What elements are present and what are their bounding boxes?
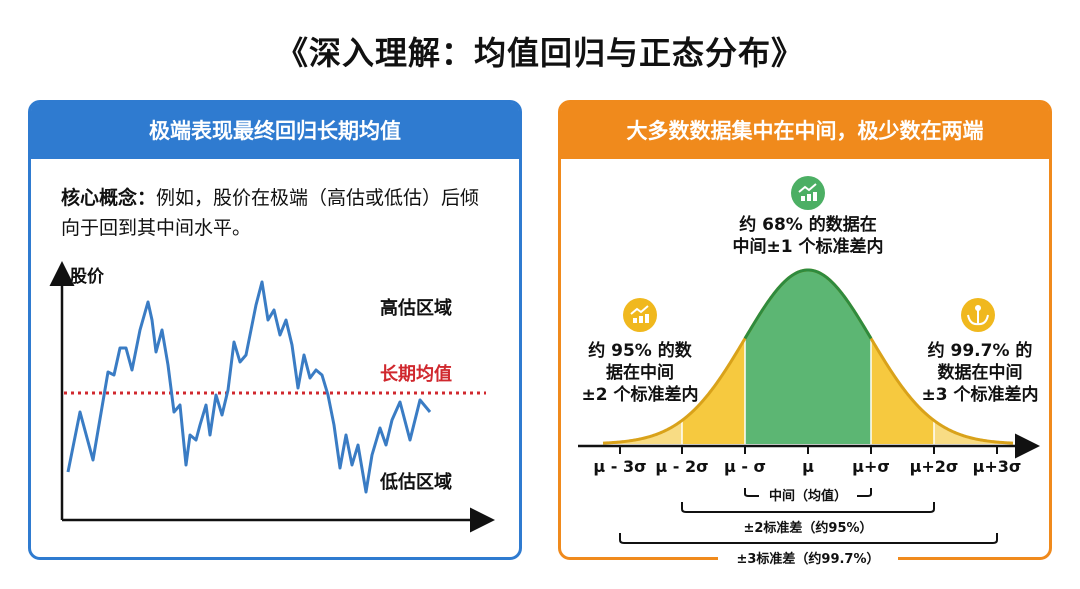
right-note-line: ±3 个标准差内 [921,385,1039,405]
hands-plant-icon-hands [967,310,989,326]
mean-label: 长期均值 [380,364,452,385]
y-axis-label: 股价 [70,267,104,287]
tick-label: μ+3σ [972,457,1022,476]
bracket-mean-label: 中间（均值） [768,489,847,504]
high-zone-label: 高估区域 [380,298,452,319]
left-note-line: 据在中间 [606,363,674,383]
chart-growth-icon-arrow [630,305,649,315]
chart-growth-icon-bar [645,314,649,323]
chart-growth-icon [791,176,825,210]
concept-text: 核心概念：例如，股价在极端（高估或低估）后倾向于回到其中间水平。 [61,183,481,243]
chart-growth-icon-arrow [798,183,817,193]
concept-body: 例如，股价在极端（高估或低估）后倾向于回到其中间水平。 [61,187,480,239]
hands-plant-icon-flower [975,305,981,311]
tick-label: μ - 3σ [593,457,647,476]
chart-growth-icon-bar [639,316,643,323]
bracket-3sd [619,533,998,544]
chart-growth-icon-bar [801,196,805,201]
right-panel-header: 大多数数据集中在中间，极少数在两端 [561,103,1049,159]
center-curve [743,268,873,340]
tick-label: μ - 2σ [655,457,709,476]
right-note-line: 数据在中间 [937,363,1023,383]
chart-growth-icon-bar [813,192,817,201]
concept-label: 核心概念： [61,187,157,209]
left-note-line: 约 95% 的数 [588,341,692,361]
left-panel-header: 极端表现最终回归长期均值 [31,103,519,159]
left-note-line: ±2 个标准差内 [581,385,699,405]
tick-label: μ - σ [723,457,766,476]
center-note: 约 68% 的数据在 中间±1 个标准差内 [700,214,916,258]
left-panel: 极端表现最终回归长期均值 核心概念：例如，股价在极端（高估或低估）后倾向于回到其… [28,100,522,560]
low-zone-label: 低估区域 [380,472,452,493]
tick-label: μ+σ [852,457,890,476]
price-line [66,280,432,494]
page-title: 《深入理解：均值回归与正态分布》 [275,34,804,72]
bracket-3sd-label: ±3标准差（约99.7%） [718,549,898,571]
right-note: 约 99.7% 的数据在中间 ±3 个标准差内 [910,340,1050,406]
tick-label: μ+2σ [909,457,959,476]
tail-area [934,420,1013,444]
tail-area [603,420,682,444]
tick-label: μ [802,457,814,476]
left-note: 约 95% 的数 据在中间 ±2 个标准差内 [570,340,710,406]
bracket-2sd-label: ±2标准差（约95%） [743,521,873,536]
center-note-line: 中间±1 个标准差内 [732,237,884,257]
chart-growth-icon-bar [633,318,637,323]
1sd-area [745,270,871,444]
chart-growth-icon-bar [807,194,811,201]
right-note-line: 约 99.7% 的 [927,341,1033,361]
chart-growth-icon [623,298,657,332]
bracket-2sd [681,502,935,513]
center-note-line: 约 68% 的数据在 [739,215,877,235]
bracket-mean [744,488,872,497]
